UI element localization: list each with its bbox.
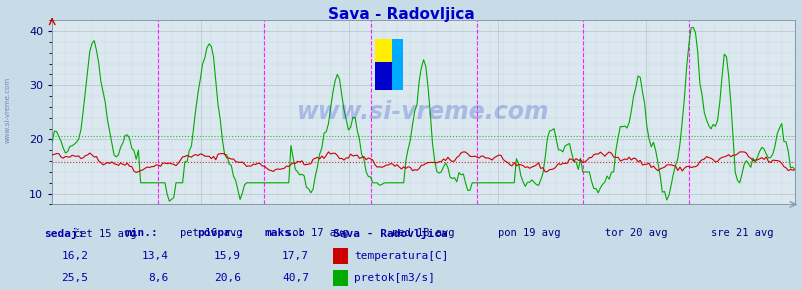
Text: čet 15 avg: čet 15 avg — [74, 229, 136, 239]
Bar — [375, 62, 391, 90]
Text: pet 16 avg: pet 16 avg — [180, 229, 242, 238]
Text: povpr.:: povpr.: — [196, 228, 244, 238]
Text: sre 21 avg: sre 21 avg — [710, 229, 772, 238]
Text: sedaj:: sedaj: — [44, 228, 84, 239]
Text: 20,6: 20,6 — [213, 273, 241, 282]
Text: pon 19 avg: pon 19 avg — [498, 229, 561, 238]
Text: sob 17 avg: sob 17 avg — [286, 229, 348, 238]
Text: ned 18 avg: ned 18 avg — [392, 229, 454, 238]
Text: tor 20 avg: tor 20 avg — [604, 229, 666, 238]
Bar — [391, 39, 403, 90]
Text: Sava - Radovljica: Sava - Radovljica — [333, 228, 448, 239]
Bar — [375, 39, 391, 90]
Text: 16,2: 16,2 — [61, 251, 88, 261]
Text: min.:: min.: — [124, 228, 158, 238]
Text: 40,7: 40,7 — [282, 273, 309, 282]
Text: Sava - Radovljica: Sava - Radovljica — [328, 7, 474, 22]
Text: pretok[m3/s]: pretok[m3/s] — [354, 273, 435, 282]
Text: www.si-vreme.com: www.si-vreme.com — [297, 100, 549, 124]
Text: maks.:: maks.: — [265, 228, 305, 238]
Text: www.si-vreme.com: www.si-vreme.com — [5, 77, 11, 143]
Text: 13,4: 13,4 — [141, 251, 168, 261]
Text: 8,6: 8,6 — [148, 273, 168, 282]
Text: temperatura[C]: temperatura[C] — [354, 251, 448, 261]
Text: 17,7: 17,7 — [282, 251, 309, 261]
Text: 25,5: 25,5 — [61, 273, 88, 282]
Text: 15,9: 15,9 — [213, 251, 241, 261]
